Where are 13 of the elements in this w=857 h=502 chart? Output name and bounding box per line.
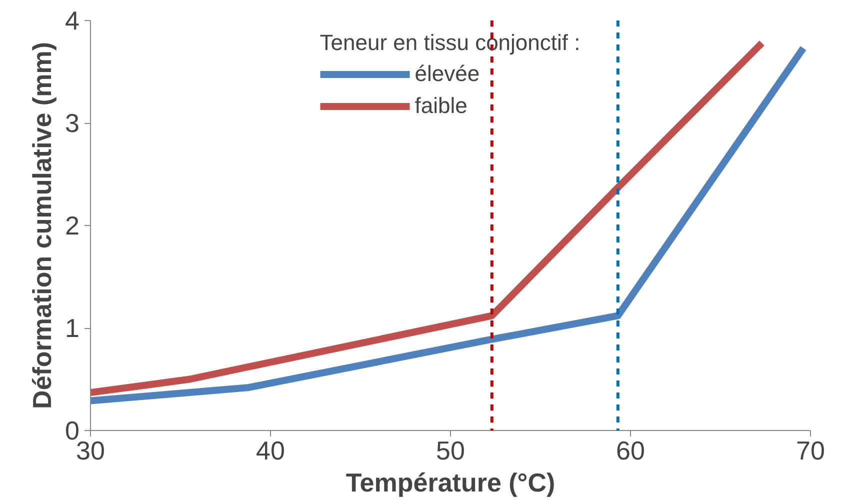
y-tick-label: 4 [65, 6, 80, 36]
x-axis-title: Température (°C) [346, 468, 556, 498]
x-tick-label: 40 [256, 436, 285, 466]
legend-label: faible [414, 93, 468, 119]
x-tick-label: 50 [436, 436, 465, 466]
y-tick-label: 2 [65, 210, 80, 240]
y-axis-title: Déformation cumulative (mm) [27, 42, 58, 409]
legend-label: élevée [414, 61, 480, 87]
y-tick-label: 3 [65, 108, 80, 138]
x-tick-label: 70 [796, 436, 825, 466]
legend-title: Teneur en tissu conjonctif : [320, 30, 580, 56]
x-tick-label: 60 [616, 436, 645, 466]
y-tick-label: 1 [65, 313, 80, 343]
